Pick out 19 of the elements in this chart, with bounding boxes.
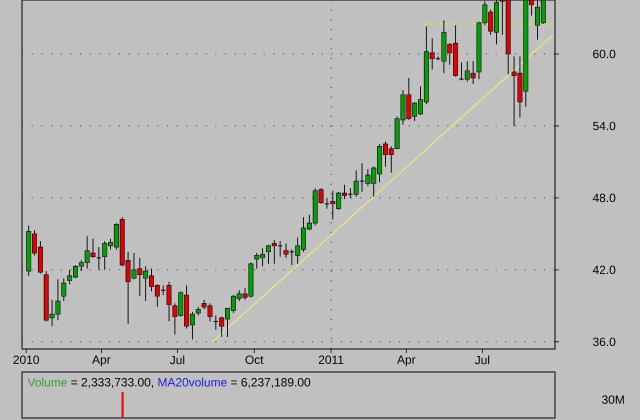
y-tick-label: 36.0: [592, 338, 616, 346]
text: 30M: [602, 395, 624, 404]
x-tick-label: Jul: [474, 356, 490, 364]
x-tick-label: Oct: [246, 356, 264, 364]
text: = 6,237,189.00: [231, 378, 310, 388]
candlestick: [61, 278, 66, 302]
x-tick-label: 2011: [318, 356, 344, 364]
x-tick-label: Apr: [92, 356, 110, 366]
x-tick-label: Jul: [170, 356, 184, 364]
y-tick-label: 48.0: [592, 194, 616, 202]
y-tick-label: 54.0: [593, 122, 616, 130]
candlestick: [96, 246, 102, 270]
y-tick-label: 42.0: [592, 266, 616, 274]
text: Volume: [28, 378, 67, 386]
x-tick-label: Apr: [397, 356, 416, 366]
text: MA20volume: [158, 378, 227, 386]
y-tick-label: 60.0: [593, 50, 616, 58]
text: = 2,333,733.00,: [71, 378, 154, 388]
x-tick-label: 2010: [13, 356, 40, 364]
